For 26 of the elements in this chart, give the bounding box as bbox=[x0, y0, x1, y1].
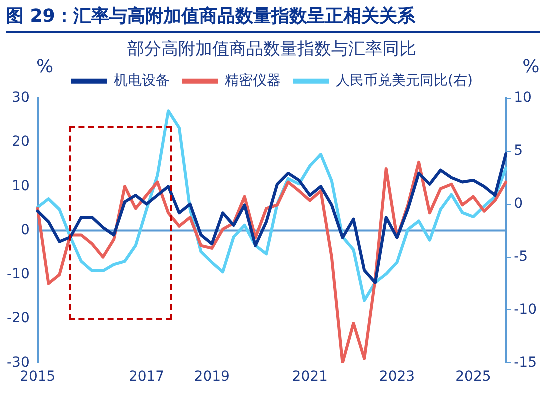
y-tick-label: 20 bbox=[12, 134, 30, 150]
y2-tick-label: 10 bbox=[514, 90, 532, 106]
x-tick-label: 2017 bbox=[128, 369, 165, 386]
y-tick-label: -20 bbox=[6, 310, 30, 327]
legend-label: 人民币兑美元同比(右) bbox=[336, 73, 473, 90]
y2-axis-title: % bbox=[522, 56, 540, 78]
x-tick-label: 2025 bbox=[456, 369, 492, 386]
y2-tick-label: -15 bbox=[514, 354, 538, 371]
legend-label: 精密仪器 bbox=[225, 73, 282, 90]
chart-title: 图 29：汇率与高附加值商品数量指数呈正相关关系 bbox=[6, 4, 540, 33]
y-tick-label: 30 bbox=[12, 90, 30, 106]
x-tick-label: 2019 bbox=[194, 369, 230, 386]
y-tick-label: 0 bbox=[20, 222, 30, 238]
y-tick-label: -10 bbox=[6, 266, 30, 283]
y2-tick-label: -5 bbox=[514, 248, 528, 265]
y2-tick-label: 0 bbox=[514, 196, 524, 212]
y-axis-title: % bbox=[36, 56, 54, 78]
x-tick-label: 2021 bbox=[292, 369, 328, 386]
y2-tick-label: -10 bbox=[514, 302, 538, 318]
x-tick-label: 2015 bbox=[20, 369, 56, 386]
y-tick-label: -30 bbox=[6, 354, 30, 371]
y2-tick-label: 5 bbox=[514, 143, 524, 159]
legend-label: 机电设备 bbox=[114, 73, 170, 90]
chart-subtitle: 部分高附加值商品数量指数与汇率同比 bbox=[128, 40, 416, 60]
y-tick-label: 10 bbox=[12, 178, 30, 194]
x-tick-label: 2023 bbox=[379, 369, 416, 386]
